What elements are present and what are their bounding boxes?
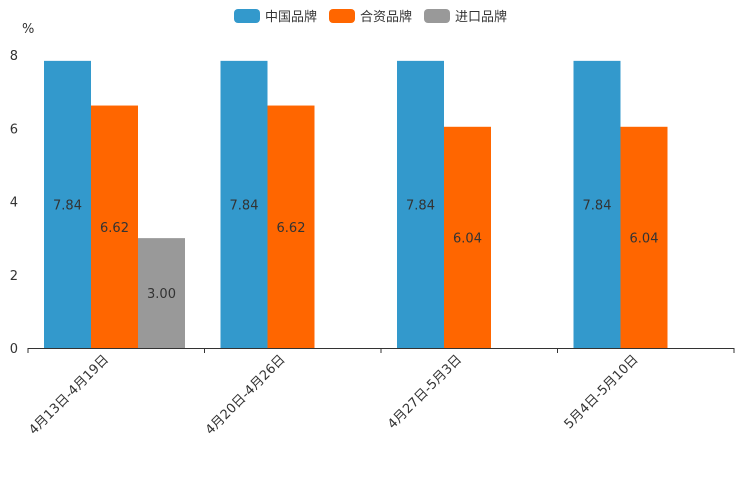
legend-label-3: 进口品牌 [455,9,507,25]
bar-2-2 [267,105,315,348]
legend-label-2: 合资品牌 [360,9,412,25]
x-tick-label: 4月20日-4月26日 [203,352,289,438]
data-label-2-3: 6.04 [453,231,482,246]
legend-swatch-2 [329,9,355,23]
y-tick-label: 2 [10,269,18,284]
bar-2-3 [444,126,491,348]
y-axis-ticks: 0 2 4 6 8 [10,49,18,357]
bar-2-1 [91,105,138,348]
y-tick-label: 4 [10,196,18,211]
x-axis-ticks: 4月13日-4月19日 4月20日-4月26日 4月27日-5月3日 5月4日-5月1… [26,348,735,438]
data-label-1-1: 7.84 [53,198,82,213]
data-label-3-1: 3.00 [147,287,176,302]
data-label-1-2: 7.84 [230,198,259,213]
y-axis-label: % [22,22,34,37]
data-label-1-3: 7.84 [406,198,435,213]
bar-1-3 [397,60,444,349]
y-tick-label: 0 [10,342,18,357]
bars [44,60,668,349]
data-label-2-1: 6.62 [100,221,129,236]
y-tick-label: 8 [10,49,18,64]
data-labels: 7.84 6.62 3.00 7.84 6.62 7.84 6.04 7.84 6.04 [53,198,658,302]
legend-swatch-1 [234,9,260,23]
data-label-2-4: 6.04 [630,231,659,246]
bar-1-1 [44,60,91,349]
bar-3-1 [138,238,185,348]
bar-1-2 [220,60,268,349]
data-label-1-4: 7.84 [583,198,612,213]
x-tick-label: 4月27日-5月3日 [385,352,465,432]
legend-swatch-3 [424,9,450,23]
y-tick-label: 6 [10,122,18,137]
legend-label-1: 中国品牌 [265,9,317,25]
x-tick-label: 5月4日-5月10日 [562,352,642,432]
legend: 中国品牌 合资品牌 进口品牌 [234,9,507,25]
data-label-2-2: 6.62 [277,221,306,236]
bar-1-4 [573,60,621,349]
x-tick-label: 4月13日-4月19日 [26,352,112,438]
bar-2-4 [620,126,668,348]
